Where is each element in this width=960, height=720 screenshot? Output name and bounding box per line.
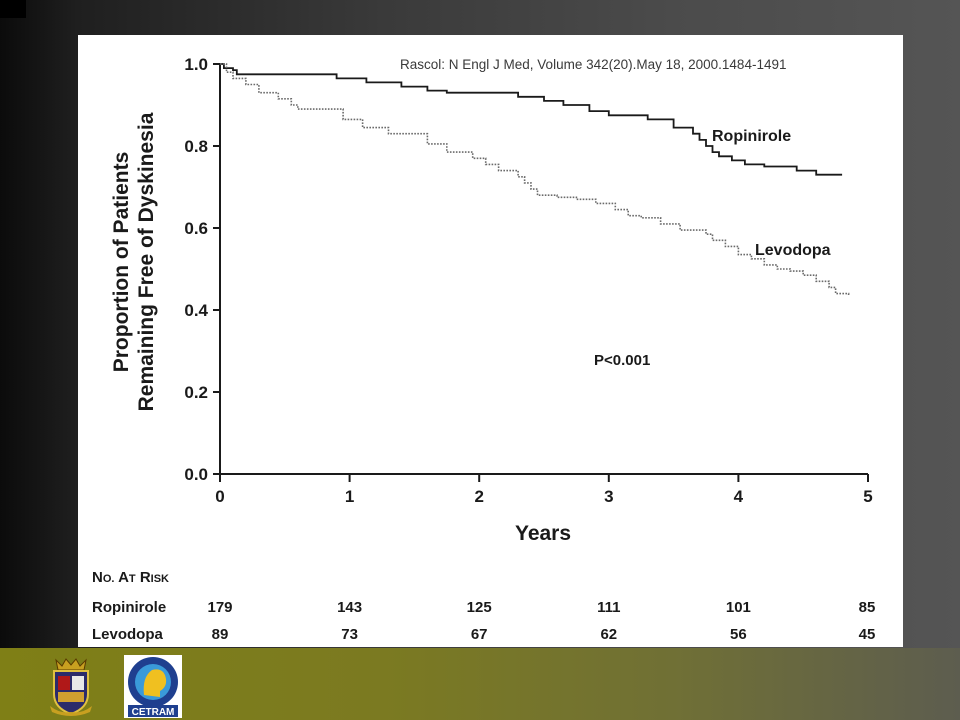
cetram-logo-icon: CETRAM (124, 655, 182, 718)
series-line-ropinirole (220, 63, 843, 176)
ticks: 0.0 0.2 0.4 0.6 0.8 1.0 0 1 2 3 4 5 (184, 55, 872, 506)
x-tick-label: 1 (345, 487, 354, 506)
x-tick-label: 2 (474, 487, 483, 506)
citation-text: Rascol: N Engl J Med, Volume 342(20).May… (400, 57, 787, 72)
series-line-levodopa (220, 63, 850, 296)
at-risk-value: 62 (600, 626, 617, 643)
series-label-ropinirole: Ropinirole (712, 128, 791, 145)
at-risk-row-label: Ropinirole (92, 599, 166, 616)
x-tick-label: 5 (863, 487, 872, 506)
at-risk-value: 125 (467, 599, 492, 616)
axes (219, 64, 868, 475)
at-risk-value: 67 (471, 626, 488, 643)
university-shield-icon (50, 658, 92, 716)
at-risk-title-initial: A (114, 569, 129, 586)
y-axis-label-line1: Proportion of Patients (110, 152, 133, 373)
kaplan-meier-chart: 0.00.20.40.60.81.00 1 2 3 4 5 Proportion of P… (92, 55, 875, 643)
series-label-levodopa: Levodopa (755, 242, 831, 259)
y-tick-label: 0.6 (184, 219, 208, 238)
at-risk-value: 143 (337, 599, 362, 616)
y-tick-label: 0.2 (184, 383, 208, 402)
y-tick-label: 0.4 (184, 301, 208, 320)
at-risk-row-label: Levodopa (92, 626, 163, 643)
at-risk-title-initial: N (92, 569, 103, 586)
corner-mark (0, 0, 26, 18)
x-tick-label: 4 (734, 487, 744, 506)
at-risk-title-rest: O. (103, 573, 115, 585)
at-risk-value: 73 (341, 626, 358, 643)
at-risk-value: 101 (726, 599, 751, 616)
y-tick-label: 0.8 (184, 137, 208, 156)
x-tick-label: 0 (215, 487, 224, 506)
chart-panel: 0.0 0.2 0.4 0.6 0.8 1.0 0 1 2 3 4 5 Proportion of P… (78, 35, 903, 647)
at-risk-value: 179 (207, 599, 232, 616)
cetram-logo-text: CETRAM (132, 707, 175, 718)
at-risk-value: 45 (859, 626, 876, 643)
y-axis-label-line2: Remaining Free of Dyskinesia (135, 112, 158, 411)
at-risk-value: 89 (212, 626, 229, 643)
at-risk-title-rest: ISK (151, 573, 169, 585)
y-tick-label: 1.0 (184, 55, 208, 74)
x-tick-label: 3 (604, 487, 613, 506)
at-risk-value: 111 (597, 599, 620, 616)
at-risk-title: NO. AT RISK (92, 569, 169, 586)
at-risk-value: 85 (859, 599, 876, 616)
at-risk-title-rest: T (129, 573, 136, 585)
series-layer (220, 63, 850, 296)
at-risk-table: Ropinirole 179 143 125 111 101 85 Levodopa 89 73 6… (92, 599, 875, 643)
p-value-annotation: P<0.001 (594, 352, 650, 369)
x-axis-label: Years (515, 522, 571, 545)
at-risk-value: 56 (730, 626, 747, 643)
at-risk-title-initial: R (136, 569, 151, 586)
y-tick-label: 0.0 (184, 465, 208, 484)
